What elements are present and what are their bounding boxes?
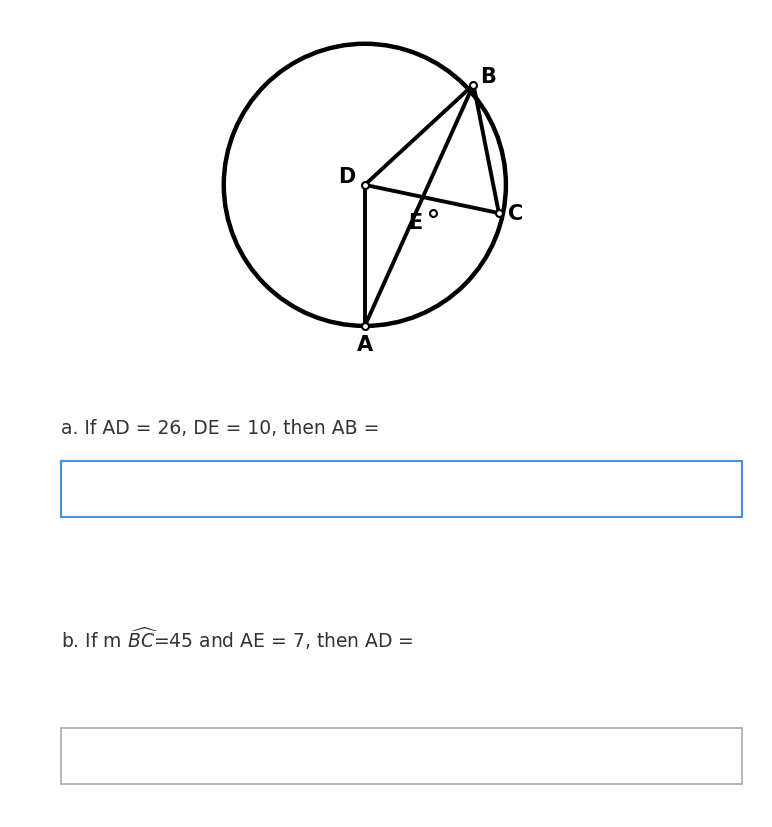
Text: D: D bbox=[338, 167, 355, 187]
Text: C: C bbox=[508, 203, 523, 224]
Text: b. If m $\widehat{BC}$=45 and AE = 7, then AD =: b. If m $\widehat{BC}$=45 and AE = 7, th… bbox=[60, 625, 413, 651]
FancyBboxPatch shape bbox=[60, 728, 743, 784]
Text: B: B bbox=[479, 67, 496, 87]
Text: a. If AD = 26, DE = 10, then AB =: a. If AD = 26, DE = 10, then AB = bbox=[60, 418, 379, 437]
Text: E: E bbox=[408, 213, 423, 232]
FancyBboxPatch shape bbox=[60, 461, 743, 518]
Text: A: A bbox=[357, 335, 373, 355]
